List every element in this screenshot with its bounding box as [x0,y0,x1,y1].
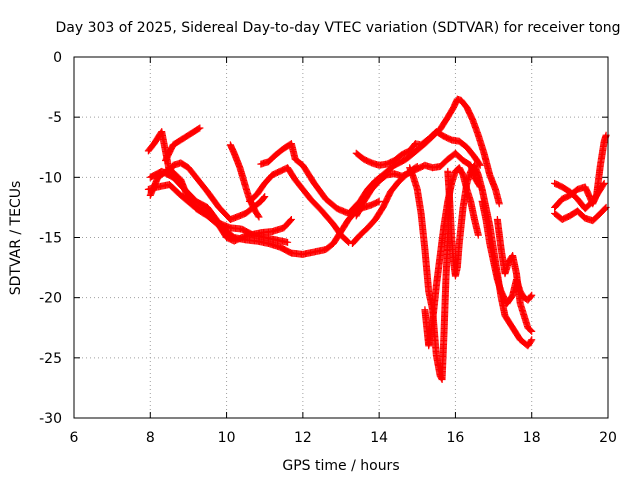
series-track-b [162,124,204,164]
y-tick-label: -20 [39,291,62,307]
y-tick-label: -30 [39,411,62,427]
series-track-p [493,215,536,335]
y-tick-label: -10 [39,170,62,186]
data-point [287,215,295,223]
series-track-e [146,167,292,246]
data-point [528,291,536,299]
axis-ticks: 6 8 10 12 14 16 18 20 0 -5 -10 -15 -20 -25 -30 [39,50,617,446]
data-point [495,200,503,208]
series-track-s [551,203,610,225]
series-track-d [146,165,295,245]
series-track-f [226,141,263,221]
data-point [255,213,263,221]
series-track-o [478,197,536,308]
y-tick-label: -5 [48,110,62,126]
x-tick-label: 14 [370,430,388,446]
series-track-k [352,128,484,169]
y-tick-label: -25 [39,351,62,367]
chart-title: Day 303 of 2025, Sidereal Day-to-day VTE… [55,20,620,36]
series-track-h [257,95,503,217]
x-tick-label: 16 [447,430,465,446]
data-point [260,194,268,202]
data-point [196,124,204,132]
x-tick-label: 8 [146,430,155,446]
data-point [375,197,383,205]
data-point [284,238,292,246]
x-tick-label: 6 [70,430,79,446]
data-point [528,327,536,335]
data-points [144,95,610,383]
plot-frame [73,56,609,419]
x-tick-label: 12 [294,430,312,446]
data-point [601,204,609,212]
y-axis-label: SDTVAR / TECUs [8,181,24,296]
data-point [413,163,421,171]
x-tick-label: 20 [599,430,617,446]
x-tick-label: 10 [218,430,236,446]
data-point [287,216,295,224]
data-point [527,337,535,345]
x-axis-label: GPS time / hours [282,458,399,474]
y-tick-label: 0 [53,50,62,66]
data-point [261,193,269,201]
data-point [476,160,484,168]
x-tick-label: 18 [523,430,541,446]
data-point [195,125,203,133]
series-track-l [406,164,454,383]
series-track-r [551,131,610,211]
series-track-c [144,181,383,258]
data-point [254,212,262,220]
data-point [527,292,535,300]
data-point [374,198,382,206]
data-point [412,163,420,171]
data-point [600,179,608,187]
series-track-g [245,164,353,246]
data-point [474,231,482,239]
data-point [527,326,535,334]
data-point [344,237,352,245]
y-tick-label: -15 [39,231,62,247]
series-track-j [348,163,421,248]
data-point [528,336,536,344]
